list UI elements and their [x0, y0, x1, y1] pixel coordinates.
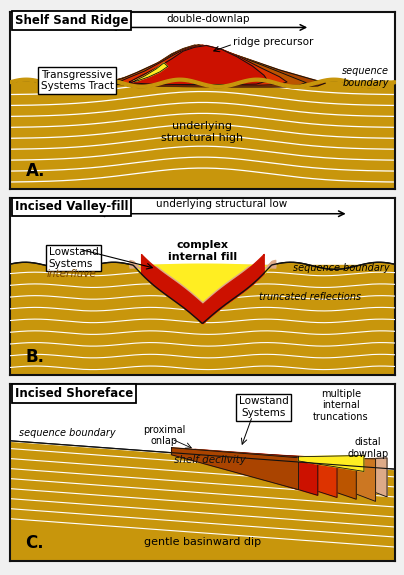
Text: truncated reflections: truncated reflections — [259, 292, 361, 302]
Text: sequence
boundary: sequence boundary — [342, 66, 389, 88]
Text: multiple
internal
truncations: multiple internal truncations — [313, 389, 369, 422]
Text: sequence boundary: sequence boundary — [19, 428, 116, 438]
Polygon shape — [310, 458, 387, 497]
Polygon shape — [195, 450, 318, 495]
Polygon shape — [299, 455, 364, 472]
Text: proximal
onlap: proximal onlap — [143, 425, 185, 446]
Text: distal
downlap: distal downlap — [347, 437, 388, 459]
Text: Shelf Sand Ridge: Shelf Sand Ridge — [15, 14, 128, 27]
Text: shelf declivity: shelf declivity — [174, 455, 246, 465]
Text: complex
internal fill: complex internal fill — [168, 240, 237, 262]
Text: Transgressive
Systems Tract: Transgressive Systems Tract — [41, 70, 114, 91]
Polygon shape — [118, 45, 287, 85]
Polygon shape — [222, 452, 337, 497]
Text: ridge precursor: ridge precursor — [233, 37, 314, 47]
Polygon shape — [133, 63, 168, 82]
Polygon shape — [106, 45, 306, 86]
Polygon shape — [129, 45, 268, 85]
Text: Lowstand
Systems: Lowstand Systems — [239, 396, 289, 418]
Text: underlying structural low: underlying structural low — [156, 199, 287, 209]
Text: B.: B. — [25, 348, 44, 366]
Polygon shape — [279, 458, 375, 501]
Text: interfluve: interfluve — [47, 269, 97, 279]
Polygon shape — [248, 455, 356, 499]
Text: Incised Valley-fill: Incised Valley-fill — [15, 201, 128, 213]
Text: C.: C. — [25, 534, 44, 553]
Text: double-downlap: double-downlap — [166, 14, 250, 24]
Text: Lowstand
Systems: Lowstand Systems — [48, 247, 98, 269]
Text: A.: A. — [25, 162, 45, 180]
Polygon shape — [95, 45, 326, 87]
Text: gentle basinward dip: gentle basinward dip — [144, 536, 261, 547]
Text: sequence boundary: sequence boundary — [293, 263, 390, 273]
Text: Incised Shoreface: Incised Shoreface — [15, 387, 133, 400]
Polygon shape — [172, 448, 299, 490]
Text: underlying
structural high: underlying structural high — [161, 121, 244, 143]
